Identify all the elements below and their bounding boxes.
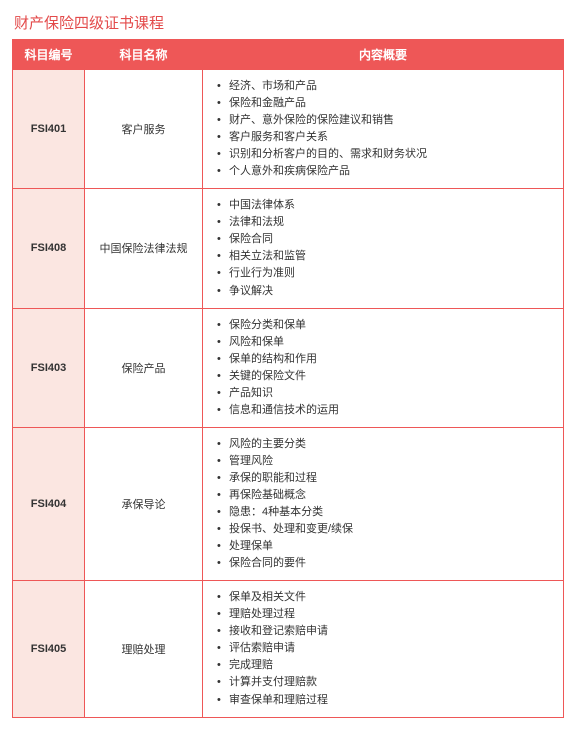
content-item: 接收和登记索赔申请 — [217, 623, 553, 640]
course-content: 经济、市场和产品保险和金融产品财产、意外保险的保险建议和销售客户服务和客户关系识… — [203, 70, 564, 189]
content-item: 争议解决 — [217, 283, 553, 300]
content-item: 完成理赔 — [217, 657, 553, 674]
course-name: 客户服务 — [85, 70, 203, 189]
course-name: 中国保险法律法规 — [85, 189, 203, 308]
content-item: 管理风险 — [217, 453, 553, 470]
content-item: 处理保单 — [217, 538, 553, 555]
page-title: 财产保险四级证书课程 — [12, 12, 564, 33]
content-item: 理赔处理过程 — [217, 606, 553, 623]
course-code: FSI404 — [13, 427, 85, 580]
content-item: 关键的保险文件 — [217, 368, 553, 385]
content-item: 客户服务和客户关系 — [217, 129, 553, 146]
content-list: 风险的主要分类管理风险承保的职能和过程再保险基础概念隐患：4种基本分类投保书、处… — [217, 436, 553, 572]
course-code: FSI405 — [13, 581, 85, 717]
course-name: 保险产品 — [85, 308, 203, 427]
content-item: 法律和法规 — [217, 214, 553, 231]
col-header-code: 科目编号 — [13, 40, 85, 70]
content-list: 保单及相关文件理赔处理过程接收和登记索赔申请评估索赔申请完成理赔计算并支付理赔款… — [217, 589, 553, 708]
content-item: 风险和保单 — [217, 334, 553, 351]
content-list: 经济、市场和产品保险和金融产品财产、意外保险的保险建议和销售客户服务和客户关系识… — [217, 78, 553, 180]
content-item: 风险的主要分类 — [217, 436, 553, 453]
content-item: 计算并支付理赔款 — [217, 674, 553, 691]
content-item: 识别和分析客户的目的、需求和财务状况 — [217, 146, 553, 163]
course-name: 理赔处理 — [85, 581, 203, 717]
content-item: 保险合同的要件 — [217, 555, 553, 572]
content-item: 个人意外和疾病保险产品 — [217, 163, 553, 180]
content-item: 保单的结构和作用 — [217, 351, 553, 368]
content-item: 保单及相关文件 — [217, 589, 553, 606]
course-code: FSI408 — [13, 189, 85, 308]
content-item: 保险分类和保单 — [217, 317, 553, 334]
table-row: FSI403保险产品保险分类和保单风险和保单保单的结构和作用关键的保险文件产品知… — [13, 308, 564, 427]
course-content: 保单及相关文件理赔处理过程接收和登记索赔申请评估索赔申请完成理赔计算并支付理赔款… — [203, 581, 564, 717]
content-item: 评估索赔申请 — [217, 640, 553, 657]
course-content: 风险的主要分类管理风险承保的职能和过程再保险基础概念隐患：4种基本分类投保书、处… — [203, 427, 564, 580]
content-item: 行业行为准则 — [217, 265, 553, 282]
table-row: FSI405理赔处理保单及相关文件理赔处理过程接收和登记索赔申请评估索赔申请完成… — [13, 581, 564, 717]
table-body: FSI401客户服务经济、市场和产品保险和金融产品财产、意外保险的保险建议和销售… — [13, 70, 564, 718]
course-name: 承保导论 — [85, 427, 203, 580]
course-code: FSI401 — [13, 70, 85, 189]
table-row: FSI401客户服务经济、市场和产品保险和金融产品财产、意外保险的保险建议和销售… — [13, 70, 564, 189]
course-table: 科目编号 科目名称 内容概要 FSI401客户服务经济、市场和产品保险和金融产品… — [12, 39, 564, 718]
col-header-content: 内容概要 — [203, 40, 564, 70]
content-item: 经济、市场和产品 — [217, 78, 553, 95]
content-item: 隐患：4种基本分类 — [217, 504, 553, 521]
content-list: 保险分类和保单风险和保单保单的结构和作用关键的保险文件产品知识信息和通信技术的运… — [217, 317, 553, 419]
table-header-row: 科目编号 科目名称 内容概要 — [13, 40, 564, 70]
table-row: FSI404承保导论风险的主要分类管理风险承保的职能和过程再保险基础概念隐患：4… — [13, 427, 564, 580]
content-list: 中国法律体系法律和法规保险合同相关立法和监管行业行为准则争议解决 — [217, 197, 553, 299]
content-item: 相关立法和监管 — [217, 248, 553, 265]
content-item: 产品知识 — [217, 385, 553, 402]
table-row: FSI408中国保险法律法规中国法律体系法律和法规保险合同相关立法和监管行业行为… — [13, 189, 564, 308]
content-item: 保险和金融产品 — [217, 95, 553, 112]
content-item: 保险合同 — [217, 231, 553, 248]
content-item: 承保的职能和过程 — [217, 470, 553, 487]
course-content: 保险分类和保单风险和保单保单的结构和作用关键的保险文件产品知识信息和通信技术的运… — [203, 308, 564, 427]
content-item: 投保书、处理和变更/续保 — [217, 521, 553, 538]
course-code: FSI403 — [13, 308, 85, 427]
content-item: 信息和通信技术的运用 — [217, 402, 553, 419]
course-content: 中国法律体系法律和法规保险合同相关立法和监管行业行为准则争议解决 — [203, 189, 564, 308]
content-item: 中国法律体系 — [217, 197, 553, 214]
content-item: 再保险基础概念 — [217, 487, 553, 504]
content-item: 财产、意外保险的保险建议和销售 — [217, 112, 553, 129]
col-header-name: 科目名称 — [85, 40, 203, 70]
content-item: 审查保单和理赔过程 — [217, 692, 553, 709]
